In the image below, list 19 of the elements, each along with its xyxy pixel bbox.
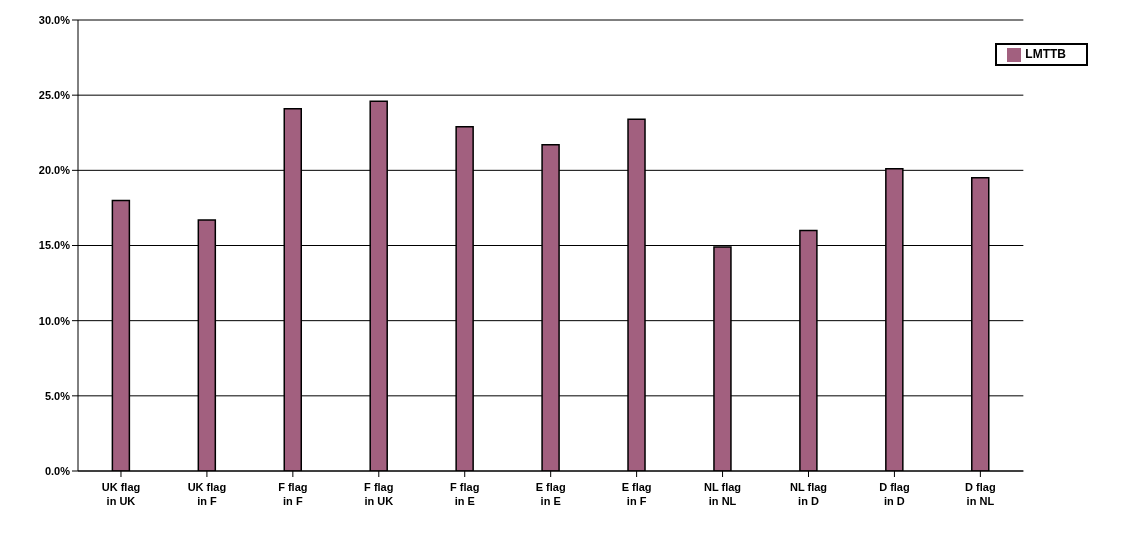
y-tick-label: 5.0% xyxy=(44,389,71,402)
x-tick-label: F flag in E xyxy=(450,481,480,507)
x-tick-label: NL flag in NL xyxy=(704,481,742,507)
y-tick-label: 25.0% xyxy=(38,89,71,102)
x-tick-label: E flag in F xyxy=(621,481,652,507)
legend-label: LMTTB xyxy=(1025,47,1066,61)
x-tick-label: D flag in D xyxy=(879,481,910,507)
y-tick-label: 30.0% xyxy=(38,13,71,26)
y-tick-label: 10.0% xyxy=(38,314,71,327)
y-tick-label: 0.0% xyxy=(44,464,71,477)
x-tick-label: F flag in F xyxy=(278,481,308,507)
y-tick-label: 15.0% xyxy=(38,239,71,252)
x-tick-label: NL flag in D xyxy=(789,481,828,507)
x-tick-label: E flag in E xyxy=(535,481,566,507)
y-tick-label: 20.0% xyxy=(38,164,71,177)
x-tick-label: F flag in UK xyxy=(364,481,394,507)
x-tick-label: UK flag in UK xyxy=(101,481,141,507)
x-tick-label: UK flag in F xyxy=(187,481,227,507)
x-tick-label: D flag in NL xyxy=(965,481,996,507)
